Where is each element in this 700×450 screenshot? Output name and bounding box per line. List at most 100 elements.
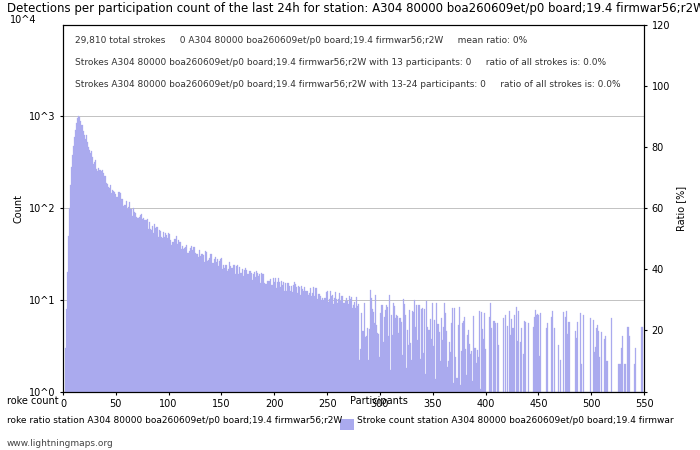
Bar [440,361,441,450]
Bar [188,253,189,450]
Bar [150,229,151,450]
Bar [396,315,398,450]
Bar [293,285,294,450]
Bar [467,335,468,450]
Bar [535,310,536,450]
Bar [578,392,579,450]
Text: roke count: roke count [7,396,59,406]
Bar [445,314,446,450]
Bar [378,334,379,450]
Bar [79,117,81,450]
Bar [601,332,602,450]
Bar [180,242,181,450]
Bar [259,274,260,450]
Bar [338,299,339,450]
Bar [317,298,318,450]
Bar [608,392,610,450]
Bar [165,233,166,450]
Bar [626,392,627,450]
Bar [379,356,380,450]
Bar [633,392,634,450]
Bar [491,328,492,450]
Bar [346,302,348,450]
Bar [412,311,413,450]
Bar [554,392,556,450]
Bar [109,188,110,450]
Bar [536,315,537,450]
Bar [294,282,295,450]
Bar [288,286,290,450]
Bar [521,328,522,450]
Bar [91,151,92,450]
Bar [298,286,299,450]
Bar [544,392,545,450]
Bar [172,242,174,450]
Bar [375,295,376,450]
Bar [78,117,79,450]
Bar [591,392,592,450]
Bar [205,251,206,450]
Bar [415,327,416,450]
Bar [246,270,247,450]
Bar [216,262,217,450]
Bar [394,306,395,450]
Bar [324,298,326,450]
Bar [463,320,464,450]
Bar [516,307,517,450]
Bar [290,286,292,450]
Bar [599,357,600,450]
Text: 29,810 total strokes     0 A304 80000 boa260609et/p0 board;19.4 firmwar56;r2W   : 29,810 total strokes 0 A304 80000 boa260… [75,36,527,45]
Bar [376,325,377,450]
Bar [579,392,580,450]
Bar [73,146,74,450]
Bar [232,265,234,450]
Text: Detections per participation count of the last 24h for station: A304 80000 boa26: Detections per participation count of th… [7,2,700,15]
Bar [241,273,242,450]
Bar [144,220,145,450]
Bar [333,304,334,450]
Bar [68,236,69,450]
Bar [271,285,272,450]
Bar [408,345,409,450]
Bar [258,275,259,450]
Bar [322,298,323,450]
Bar [461,351,462,450]
Bar [373,312,374,450]
Bar [302,289,303,450]
Bar [281,281,282,450]
Bar [602,392,603,450]
Bar [494,324,496,450]
Bar [434,320,435,450]
Bar [354,302,355,450]
Bar [471,351,472,450]
Bar [260,283,261,450]
Bar [75,130,76,450]
Bar [122,207,124,450]
Bar [147,219,148,450]
Bar [93,164,95,450]
Bar [531,392,533,450]
Bar [199,256,201,450]
Bar [640,392,641,450]
Bar [545,392,546,450]
Bar [448,360,449,450]
Bar [508,392,510,450]
Bar [201,254,202,450]
Bar [426,302,427,450]
Bar [278,278,279,450]
Bar [124,205,125,450]
Bar [319,294,320,450]
Bar [222,269,223,450]
Bar [239,267,240,450]
Bar [264,283,265,450]
Bar [104,176,105,450]
Bar [506,392,507,450]
Bar [371,298,372,450]
Bar [112,190,113,450]
Bar [226,265,228,450]
Bar [214,259,215,450]
Bar [87,141,88,450]
Bar [207,261,209,450]
Bar [111,193,112,450]
Bar [356,297,357,450]
